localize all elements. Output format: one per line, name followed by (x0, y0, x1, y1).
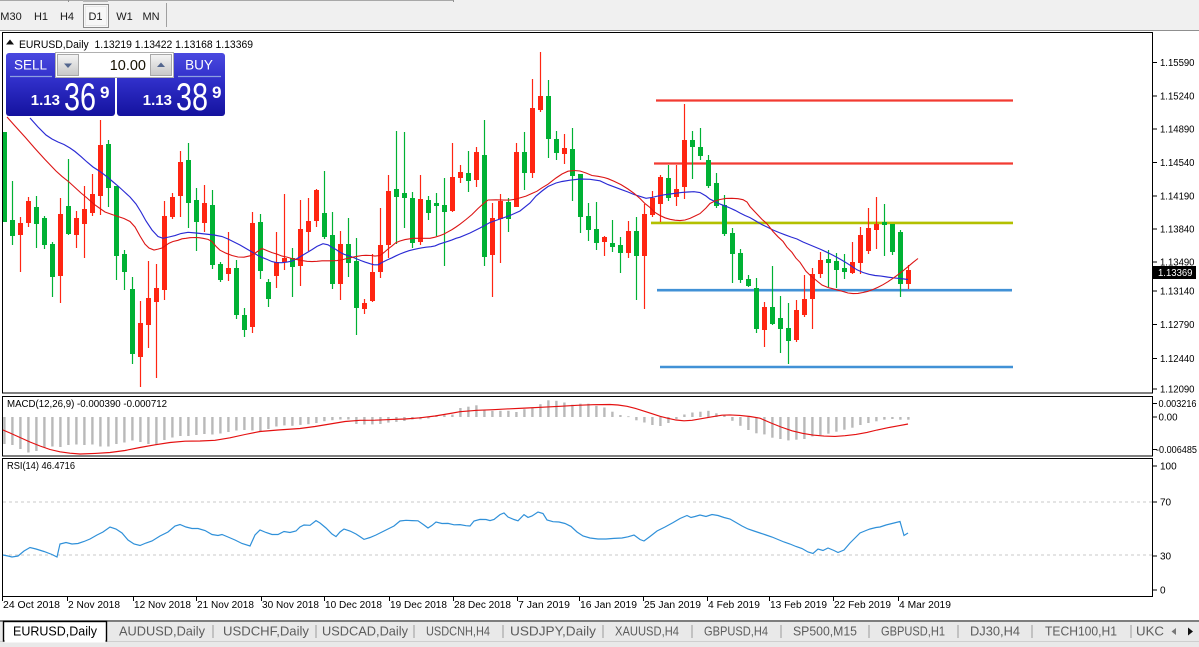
svg-text:1.13369: 1.13369 (1158, 268, 1193, 279)
svg-text:DJ30,H4: DJ30,H4 (970, 625, 1020, 639)
svg-text:10.00: 10.00 (110, 58, 146, 74)
svg-text:1.15240: 1.15240 (1160, 92, 1195, 103)
svg-text:38: 38 (176, 76, 208, 119)
svg-text:MN: MN (142, 11, 159, 23)
svg-text:BUY: BUY (185, 58, 213, 73)
svg-text:SP500,M15: SP500,M15 (793, 625, 857, 639)
svg-text:1.12790: 1.12790 (1160, 320, 1195, 331)
svg-text:USDCNH,H4: USDCNH,H4 (426, 625, 490, 639)
svg-text:12 Nov 2018: 12 Nov 2018 (134, 600, 191, 611)
svg-text:M30: M30 (0, 11, 21, 23)
svg-text:22 Feb 2019: 22 Feb 2019 (834, 600, 891, 611)
svg-text:W1: W1 (116, 11, 133, 23)
svg-text:1.13140: 1.13140 (1160, 287, 1195, 298)
svg-text:9: 9 (100, 83, 109, 102)
svg-text:USDCHF,Daily: USDCHF,Daily (223, 625, 310, 639)
svg-text:USDCAD,Daily: USDCAD,Daily (322, 625, 409, 639)
svg-text:RSI(14) 46.4716: RSI(14) 46.4716 (7, 461, 75, 472)
svg-text:19 Dec 2018: 19 Dec 2018 (390, 600, 447, 611)
svg-text:16 Jan 2019: 16 Jan 2019 (580, 600, 637, 611)
svg-text:EURUSD,Daily: EURUSD,Daily (13, 625, 98, 639)
svg-text:XAUUSD,H4: XAUUSD,H4 (615, 625, 679, 639)
svg-text:28 Dec 2018: 28 Dec 2018 (454, 600, 511, 611)
svg-text:1.14540: 1.14540 (1160, 158, 1195, 169)
svg-text:100: 100 (1160, 462, 1177, 473)
svg-text:AUDUSD,Daily: AUDUSD,Daily (119, 625, 206, 639)
svg-text:0.003216: 0.003216 (1159, 399, 1197, 410)
svg-text:1.12440: 1.12440 (1160, 354, 1195, 365)
svg-text:UKC: UKC (1136, 625, 1164, 639)
svg-text:H4: H4 (60, 11, 74, 23)
svg-text:0: 0 (1160, 586, 1166, 597)
svg-text:25 Jan 2019: 25 Jan 2019 (644, 600, 701, 611)
svg-text:9: 9 (212, 83, 221, 102)
svg-text:1.15590: 1.15590 (1160, 58, 1195, 69)
svg-text:10 Dec 2018: 10 Dec 2018 (325, 600, 382, 611)
svg-text:USDJPY,Daily: USDJPY,Daily (510, 625, 597, 639)
svg-text:GBPUSD,H4: GBPUSD,H4 (704, 625, 768, 639)
svg-text:30: 30 (1160, 552, 1172, 563)
svg-text:0.00: 0.00 (1159, 413, 1178, 424)
svg-text:36: 36 (64, 76, 96, 119)
svg-text:21 Nov 2018: 21 Nov 2018 (197, 600, 254, 611)
svg-text:GBPUSD,H1: GBPUSD,H1 (881, 625, 945, 639)
svg-text:4 Mar 2019: 4 Mar 2019 (899, 600, 951, 611)
svg-text:13 Feb 2019: 13 Feb 2019 (770, 600, 827, 611)
svg-text:D1: D1 (88, 11, 102, 23)
svg-text:4 Feb 2019: 4 Feb 2019 (708, 600, 760, 611)
svg-text:1.14190: 1.14190 (1160, 192, 1195, 203)
svg-text:2 Nov 2018: 2 Nov 2018 (68, 600, 120, 611)
svg-text:1.13490: 1.13490 (1160, 258, 1195, 269)
svg-text:H1: H1 (34, 11, 48, 23)
svg-text:MACD(12,26,9) -0.000390 -0.000: MACD(12,26,9) -0.000390 -0.000712 (7, 399, 167, 410)
svg-text:7 Jan 2019: 7 Jan 2019 (518, 600, 570, 611)
svg-text:SELL: SELL (14, 58, 48, 73)
svg-text:70: 70 (1160, 498, 1172, 509)
svg-text:EURUSD,Daily 1.13219 1.13422: EURUSD,Daily 1.13219 1.13422 1.13168 1.1… (19, 39, 253, 51)
svg-text:24 Oct 2018: 24 Oct 2018 (3, 600, 60, 611)
svg-text:1.12090: 1.12090 (1160, 385, 1195, 396)
svg-text:1.13: 1.13 (31, 92, 60, 109)
svg-text:1.13: 1.13 (143, 92, 172, 109)
svg-text:TECH100,H1: TECH100,H1 (1045, 625, 1117, 639)
svg-text:30 Nov 2018: 30 Nov 2018 (262, 600, 319, 611)
svg-text:-0.006485: -0.006485 (1156, 445, 1197, 456)
svg-text:1.14890: 1.14890 (1160, 125, 1195, 136)
svg-text:1.13840: 1.13840 (1160, 225, 1195, 236)
